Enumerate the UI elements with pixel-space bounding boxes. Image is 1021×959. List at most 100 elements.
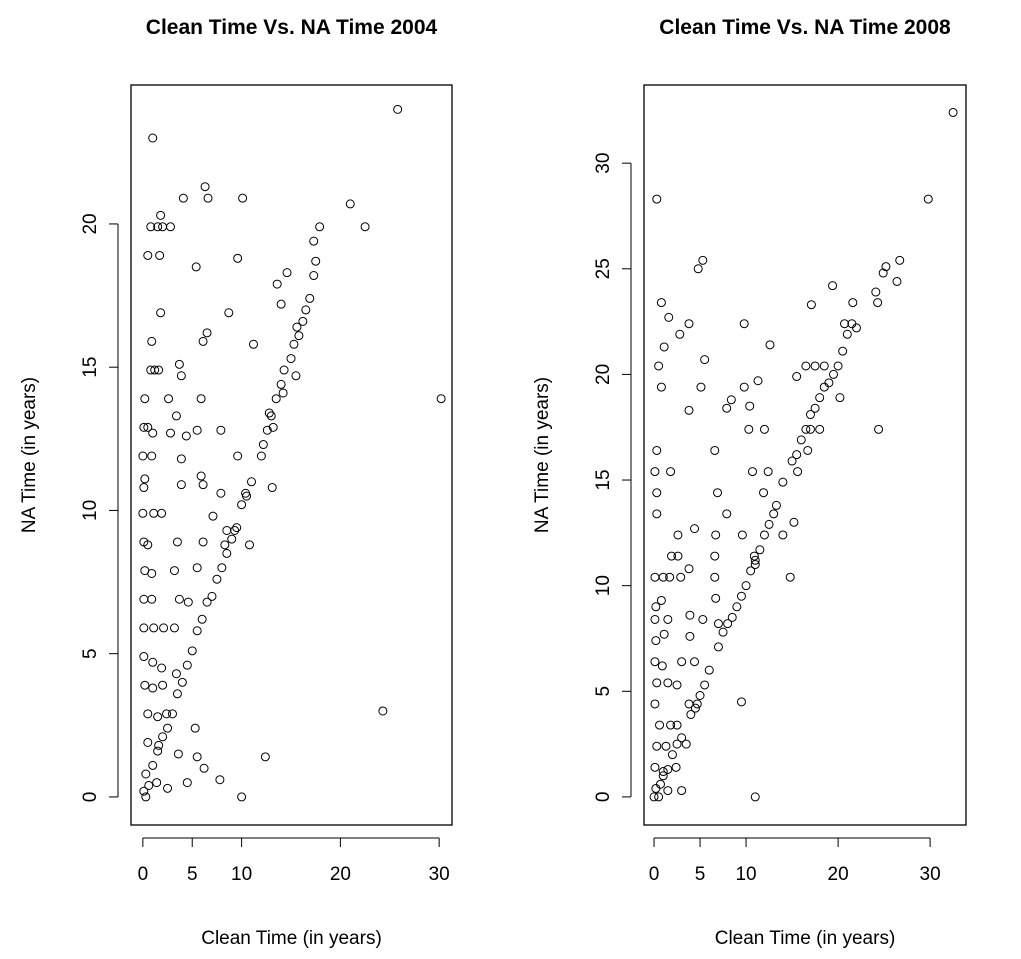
point (393, 104, 403, 114)
point (741, 581, 751, 591)
point (207, 591, 217, 601)
point (159, 623, 169, 633)
point (291, 371, 301, 381)
point (700, 680, 710, 690)
point (272, 279, 282, 289)
point (745, 401, 755, 411)
point (143, 540, 153, 550)
point (140, 680, 150, 690)
point (713, 488, 723, 498)
point (739, 319, 749, 329)
point (792, 450, 802, 460)
point (833, 361, 843, 371)
point (656, 382, 666, 392)
point (650, 467, 660, 477)
point (172, 537, 182, 547)
point (792, 372, 802, 382)
point (815, 393, 825, 403)
point (753, 376, 763, 386)
point (819, 361, 829, 371)
point (835, 393, 845, 403)
point (746, 566, 756, 576)
point (666, 720, 676, 730)
point (138, 451, 148, 461)
point (651, 783, 661, 793)
point (169, 623, 179, 633)
y-tick-label: 10 (593, 575, 614, 596)
point (803, 445, 813, 455)
x-tick-label: 10 (231, 864, 252, 885)
point (658, 771, 668, 781)
point (828, 281, 838, 291)
point (806, 300, 816, 310)
point (652, 509, 662, 519)
point (216, 425, 226, 435)
point (292, 322, 302, 332)
point (690, 657, 700, 667)
point (140, 394, 150, 404)
point (652, 445, 662, 455)
point (722, 509, 732, 519)
point (192, 563, 202, 573)
point (759, 488, 769, 498)
point (192, 425, 202, 435)
y-tick-label: 15 (593, 469, 614, 490)
point (672, 680, 682, 690)
point (203, 193, 213, 203)
point (690, 703, 700, 713)
y-tick-label: 0 (80, 792, 101, 803)
point (665, 572, 675, 582)
point (157, 663, 167, 673)
point (143, 422, 153, 432)
point (139, 652, 149, 662)
point (684, 319, 694, 329)
point (710, 572, 720, 582)
y-tick-label: 20 (80, 213, 101, 234)
panel: Clean Time Vs. NA Time 2004 Clean Time (i… (19, 16, 453, 949)
point (289, 339, 299, 349)
point (143, 709, 153, 719)
point (268, 422, 278, 432)
point (202, 597, 212, 607)
x-tick-label: 20 (828, 864, 849, 885)
point (298, 316, 308, 326)
point (787, 456, 797, 466)
point (848, 298, 858, 308)
x-tick-label: 30 (920, 864, 941, 885)
point (726, 395, 736, 405)
point (140, 474, 150, 484)
point (169, 566, 179, 576)
point (176, 454, 186, 464)
point (158, 680, 168, 690)
point (828, 369, 838, 379)
point (315, 222, 325, 232)
point (167, 709, 177, 719)
y-tick-label: 10 (80, 500, 101, 521)
point (198, 537, 208, 547)
point (684, 405, 694, 415)
point (718, 627, 728, 637)
point (178, 193, 188, 203)
point (158, 732, 168, 742)
point (197, 614, 207, 624)
point (677, 786, 687, 796)
point (677, 733, 687, 743)
point (651, 602, 661, 612)
point (801, 361, 811, 371)
point (154, 740, 164, 750)
point (192, 752, 202, 762)
x-axis-label: Clean Time (in years) (715, 928, 896, 949)
point (260, 752, 270, 762)
point (147, 336, 157, 346)
plot-box (130, 84, 453, 826)
point (744, 424, 754, 434)
point (874, 424, 884, 434)
point (819, 382, 829, 392)
point (658, 572, 668, 582)
point (271, 394, 281, 404)
point (652, 678, 662, 688)
point (256, 451, 266, 461)
point (202, 328, 212, 338)
point (181, 431, 191, 441)
